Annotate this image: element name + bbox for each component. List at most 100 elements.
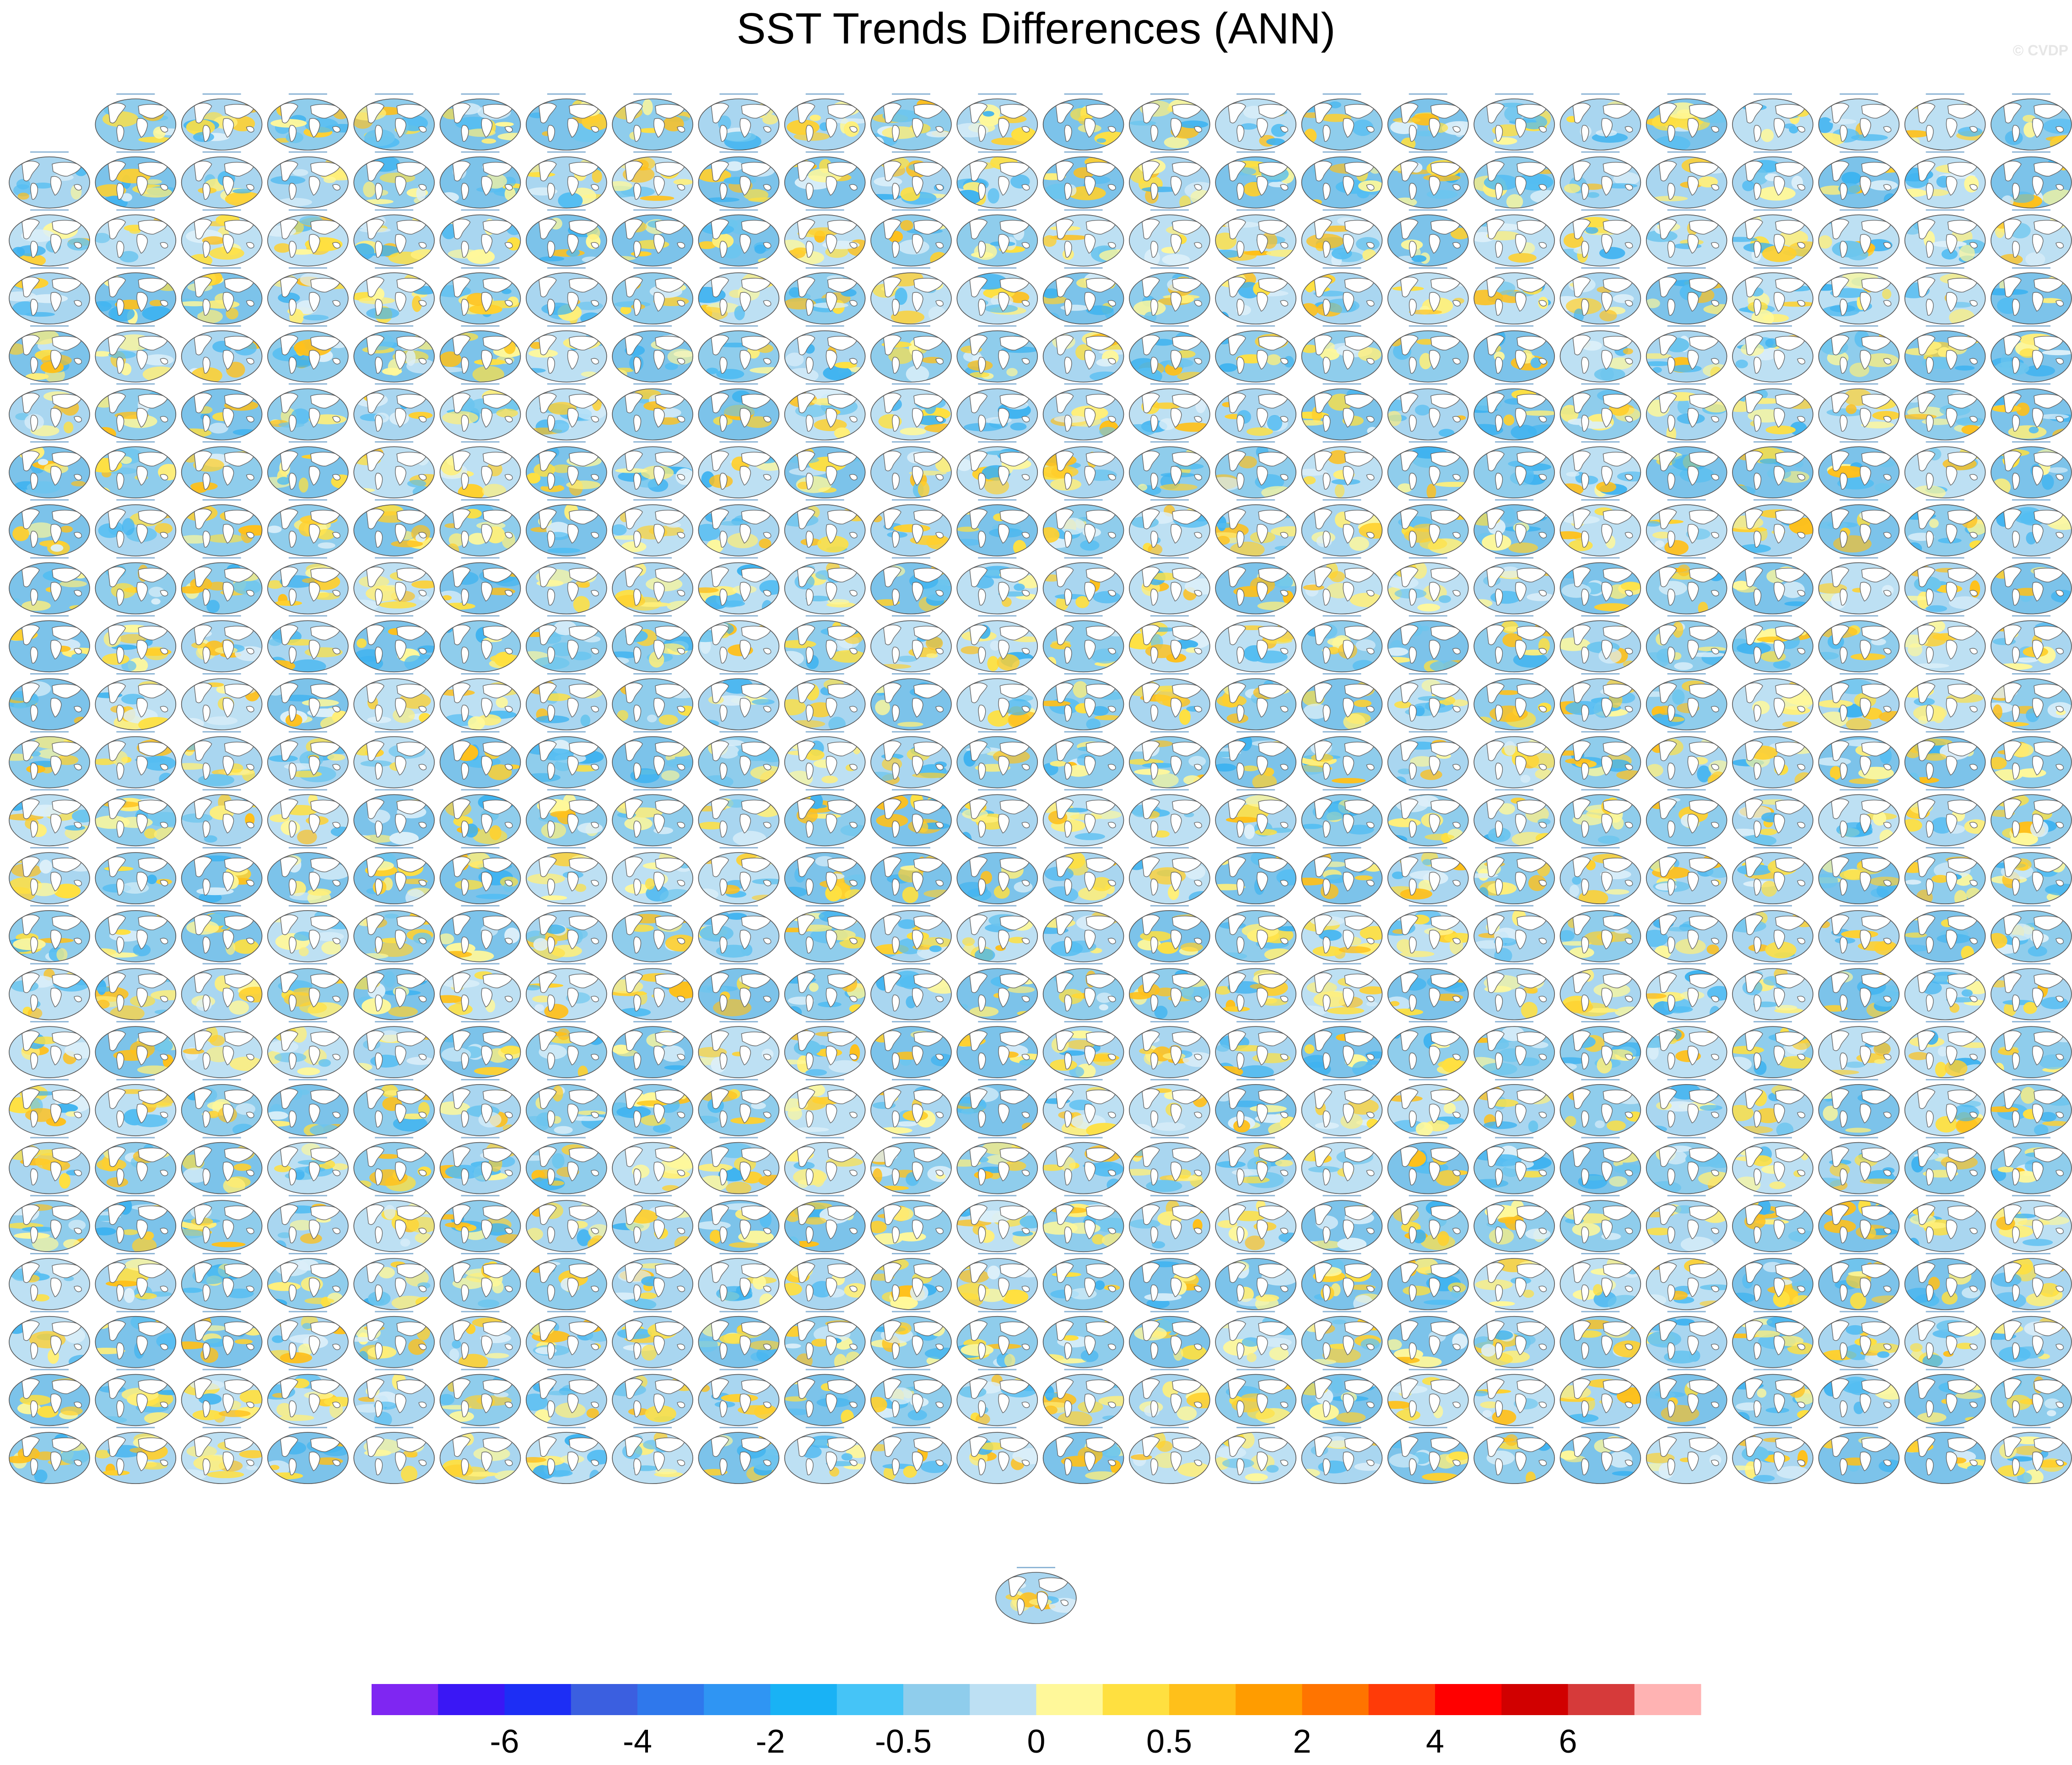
map-panel <box>870 731 952 788</box>
land-outline <box>160 184 168 191</box>
sst-anomaly-patch <box>232 189 252 194</box>
sst-anomaly-patch <box>1818 117 1833 133</box>
map-panel <box>612 673 693 730</box>
land-outline <box>998 118 1010 138</box>
globe-border <box>1215 98 1296 151</box>
map-panel <box>784 151 866 209</box>
sst-anomaly-patch <box>1215 477 1241 491</box>
panel-title <box>547 151 586 153</box>
globe-border <box>9 214 90 267</box>
land-outline <box>1486 218 1505 239</box>
map-panel <box>267 441 349 498</box>
land-outline <box>1085 104 1116 119</box>
globe-border <box>1818 156 1900 209</box>
sst-anomaly-patch <box>751 699 775 705</box>
sst-anomaly-patch <box>1874 483 1890 492</box>
map-panel <box>353 789 435 847</box>
panel-title <box>30 209 69 211</box>
map-panel <box>784 93 866 151</box>
sst-anomaly-patch <box>95 301 112 312</box>
sst-anomaly-patch <box>145 179 162 184</box>
panel-title <box>461 441 500 443</box>
globe-border <box>698 98 780 151</box>
map-panel <box>1646 325 1727 383</box>
land-outline <box>1314 161 1333 182</box>
sst-anomaly-patch <box>467 249 495 264</box>
panel-title <box>1495 209 1534 211</box>
panel-title <box>1150 557 1189 559</box>
sst-anomaly-patch <box>1414 405 1430 416</box>
panel-title <box>1322 499 1361 501</box>
map-panel <box>95 557 177 615</box>
land-outline <box>1194 126 1202 133</box>
panel-title <box>1926 673 1964 675</box>
panel-title <box>633 789 672 791</box>
land-outline <box>912 176 923 196</box>
land-outline <box>711 218 729 239</box>
sst-anomaly-patch <box>1099 426 1117 437</box>
sst-anomaly-patch <box>896 655 917 662</box>
panel-title <box>202 441 241 443</box>
land-outline <box>1085 220 1116 235</box>
map-panel <box>1559 441 1641 498</box>
land-outline <box>22 218 40 239</box>
panel-title <box>1408 615 1447 617</box>
land-outline <box>935 126 944 133</box>
map-panel <box>526 789 607 847</box>
panel-title <box>892 615 930 617</box>
map-panel <box>526 209 607 267</box>
land-outline <box>108 103 126 124</box>
map-panel <box>698 673 780 730</box>
sst-anomaly-patch <box>1332 777 1366 783</box>
sst-anomaly-patch <box>1735 359 1748 368</box>
sst-anomaly-patch <box>1738 544 1771 553</box>
map-panel <box>1732 731 1813 788</box>
land-outline <box>504 126 513 133</box>
panel-title <box>892 383 930 385</box>
sst-anomaly-patch <box>1594 603 1631 611</box>
map-panel <box>1904 93 1986 151</box>
globe-border <box>1732 98 1813 151</box>
panel-title <box>116 325 155 327</box>
land-outline <box>569 104 599 119</box>
sst-anomaly-patch <box>181 718 204 729</box>
land-outline <box>1624 126 1633 133</box>
sst-anomaly-patch <box>1240 123 1257 130</box>
land-outline <box>849 242 858 248</box>
panel-title <box>719 615 758 617</box>
land-outline <box>138 162 168 177</box>
map-panel <box>439 93 521 151</box>
panel-title <box>288 93 327 95</box>
sst-anomaly-patch <box>1073 681 1088 698</box>
map-panel <box>1042 441 1124 498</box>
sst-anomaly-patch <box>1164 136 1189 149</box>
panel-title <box>1322 615 1361 617</box>
sst-anomaly-patch <box>1996 663 2033 670</box>
sst-anomaly-patch <box>1304 275 1316 292</box>
sst-anomaly-patch <box>1266 138 1285 146</box>
panel-title <box>1408 499 1447 501</box>
land-outline <box>653 176 665 196</box>
land-outline <box>913 104 944 119</box>
map-panel <box>439 267 521 324</box>
land-outline <box>50 234 62 254</box>
land-outline <box>52 220 82 235</box>
map-panel <box>1215 383 1296 441</box>
sst-anomaly-patch <box>1215 663 1230 670</box>
panel-title <box>1754 93 1792 95</box>
map-panel <box>95 151 177 209</box>
sst-anomaly-patch <box>379 601 416 609</box>
land-outline <box>1946 118 1958 138</box>
sst-anomaly-patch <box>1215 249 1241 258</box>
sst-anomaly-patch <box>1992 704 2002 720</box>
map-panel <box>956 209 1038 267</box>
map-panel <box>612 209 693 267</box>
panel-title <box>202 615 241 617</box>
land-outline <box>202 183 210 200</box>
panel-title <box>1581 383 1620 385</box>
map-panel <box>1818 615 1900 673</box>
panel-title <box>1495 615 1534 617</box>
map-panel <box>1559 267 1641 324</box>
sst-anomaly-patch <box>1929 518 1939 528</box>
land-outline <box>2056 184 2064 191</box>
